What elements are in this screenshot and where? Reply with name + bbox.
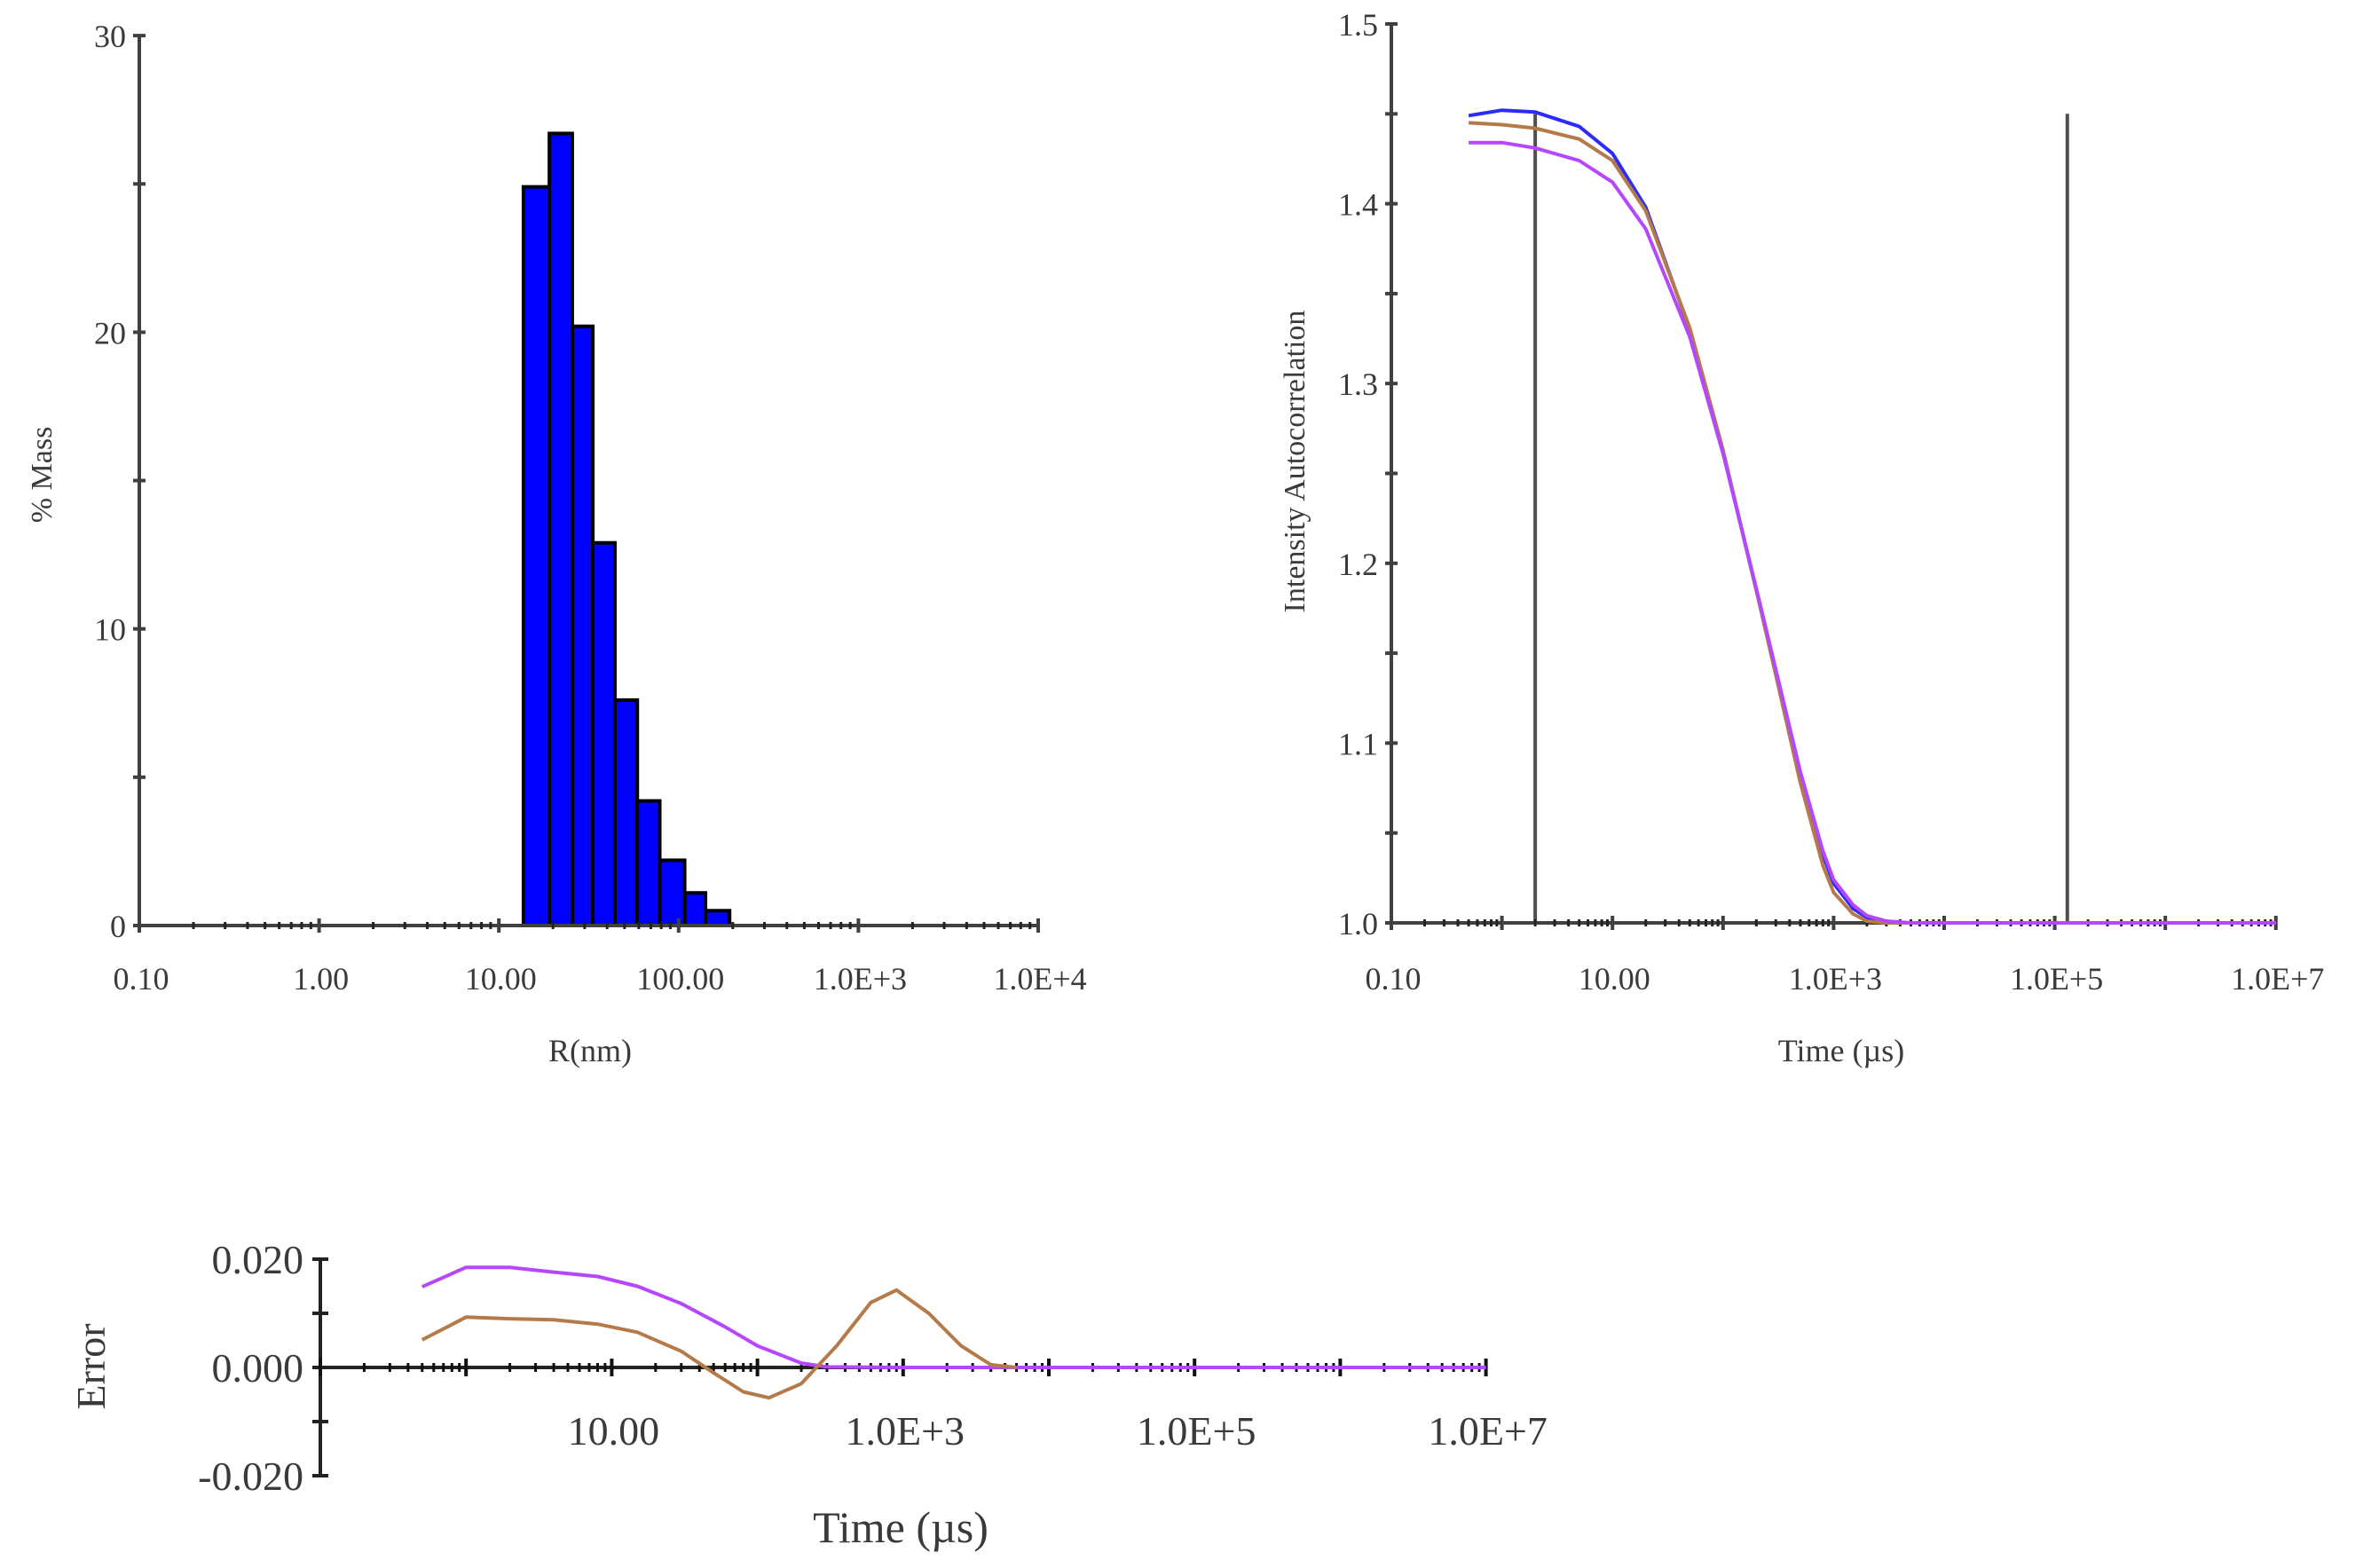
- x-tick-label: 1.0E+3: [1789, 961, 1882, 997]
- y-tick-label: 20: [94, 315, 126, 351]
- x-tick-label: 10.00: [568, 1408, 660, 1454]
- y-tick-label: 1.0: [1338, 906, 1378, 942]
- x-tick-label: 1.0E+3: [814, 961, 907, 997]
- x-tick-label: 1.0E+5: [2010, 961, 2103, 997]
- x-tick-label: 1.0E+3: [846, 1408, 965, 1454]
- y-tick-label: 1.4: [1338, 187, 1378, 223]
- autocorrelation-axes: 1.0 1.1 1.2 1.3 1.4 1.5 0.10 10.00 1.0E+3 1.0E+5 1…: [1338, 7, 2324, 997]
- autocorrelation-y-axis-label: Intensity Autocorrelation: [1279, 311, 1311, 613]
- residuals-x-axis-label: Time (µs): [813, 1502, 989, 1552]
- y-tick-label: 0: [110, 909, 126, 944]
- x-tick-label: 0.10: [1366, 961, 1422, 997]
- y-tick-label: -0.020: [198, 1454, 303, 1499]
- autocorrelation-vertical-markers: [1533, 114, 2069, 923]
- x-tick-label: 1.0E+7: [1428, 1408, 1548, 1454]
- x-tick-label: 10.00: [465, 961, 537, 997]
- x-tick-label: 10.00: [1579, 961, 1650, 997]
- y-tick-label: 1.1: [1338, 726, 1378, 761]
- histogram-bars: [521, 131, 732, 928]
- residuals-curves: [421, 1265, 1486, 1400]
- residual-curve-purple: [421, 1265, 1486, 1369]
- residuals-y-axis-label: Error: [68, 1323, 114, 1409]
- y-tick-label: 1.2: [1338, 547, 1378, 582]
- histogram-y-axis-label: % Mass: [26, 427, 59, 524]
- autocorrelation-curves: [1468, 108, 2276, 925]
- y-tick-label: 0.000: [212, 1345, 304, 1391]
- x-tick-label: 100.00: [636, 961, 724, 997]
- y-tick-label: 30: [94, 19, 126, 54]
- autocorrelation-curve-purple: [1469, 140, 2276, 925]
- y-tick-label: 10: [94, 612, 126, 648]
- autocorrelation-x-axis-label: Time (µs): [1778, 1033, 1904, 1068]
- x-tick-label: 1.0E+4: [993, 961, 1086, 997]
- x-tick-label: 1.00: [293, 961, 349, 997]
- residual-curve-brown: [421, 1288, 1017, 1400]
- x-tick-label: 1.0E+7: [2231, 961, 2324, 997]
- histogram-bar: [591, 540, 617, 927]
- histogram-x-axis-label: R(nm): [548, 1033, 632, 1068]
- y-tick-label: 0.020: [212, 1237, 304, 1282]
- y-tick-label: 1.3: [1338, 366, 1378, 402]
- x-tick-label: 1.0E+5: [1137, 1408, 1256, 1454]
- y-tick-label: 1.5: [1338, 7, 1378, 43]
- x-tick-label: 0.10: [114, 961, 169, 997]
- histogram-axes: 0 10 20 30 0.10 1.00 10.00 100.00 1.0E+3 1.0E+4: [94, 19, 1087, 997]
